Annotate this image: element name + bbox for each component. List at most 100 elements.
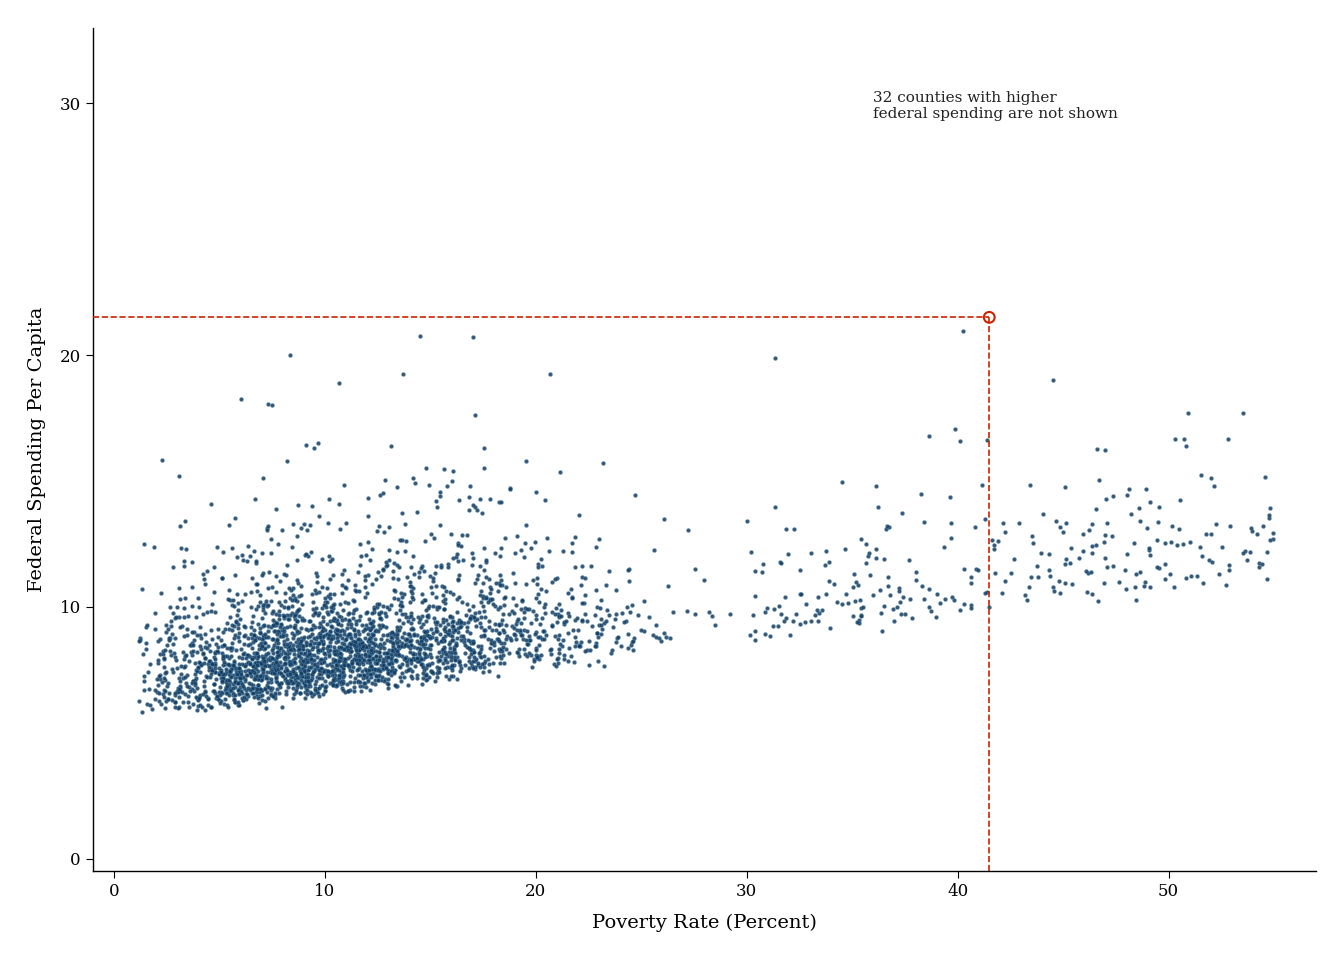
Point [517,602,539,617]
Point [297,522,319,538]
Point [390,638,411,654]
Point [235,691,257,707]
Point [194,650,215,665]
Point [254,634,276,649]
Point [218,517,239,533]
Point [324,643,345,659]
Point [489,494,511,510]
Point [234,663,255,679]
Point [223,654,245,669]
Point [409,651,430,666]
Point [294,645,316,660]
Point [340,657,362,672]
Point [473,622,495,637]
Point [251,603,273,618]
Point [316,605,337,620]
Point [266,681,288,696]
Point [301,622,323,637]
Point [168,682,190,697]
Point [305,605,327,620]
Point [441,649,462,664]
Point [323,678,344,693]
Point [289,641,310,657]
Point [353,622,375,637]
Point [484,545,505,561]
Point [155,684,176,699]
Point [353,676,375,691]
Point [355,639,376,655]
Point [255,684,277,700]
Point [273,656,294,671]
Point [1124,580,1145,595]
Point [445,646,466,661]
Point [239,655,261,670]
Point [280,655,301,670]
Point [308,644,329,660]
Point [462,660,484,675]
Point [320,638,341,654]
Point [473,441,495,456]
Point [194,655,215,670]
Point [293,612,314,628]
Point [352,678,374,693]
Point [214,637,235,653]
Point [564,529,586,544]
Point [480,632,501,647]
Point [280,655,301,670]
Point [405,475,426,491]
Point [454,637,476,653]
Point [1258,511,1279,526]
Point [185,670,207,685]
Point [243,645,265,660]
Point [254,617,276,633]
Point [290,657,312,672]
Point [278,645,300,660]
Point [818,573,840,588]
Point [237,686,258,702]
Point [164,687,185,703]
Point [348,612,370,627]
Point [382,662,403,678]
Point [433,656,454,671]
Point [441,660,462,675]
Point [422,573,444,588]
Point [461,557,482,572]
Point [559,609,581,624]
Point [458,490,480,505]
Point [473,540,495,556]
Point [161,661,183,677]
Point [312,630,333,645]
Point [364,673,386,688]
Point [441,632,462,647]
Point [1042,372,1063,388]
Point [262,631,284,646]
Point [206,689,227,705]
Point [288,576,309,591]
Point [360,642,382,658]
Point [140,697,161,712]
Point [212,658,234,673]
Point [235,686,257,702]
Point [176,668,198,684]
Point [564,629,586,644]
Point [265,501,286,516]
Point [290,520,312,536]
Point [442,633,464,648]
Point [276,686,297,702]
Point [470,629,492,644]
Point [305,631,327,646]
Point [241,651,262,666]
Point [358,646,379,661]
Point [228,650,250,665]
Point [273,650,294,665]
Point [450,614,472,630]
Point [458,640,480,656]
Point [331,586,352,601]
Point [433,643,454,659]
Point [359,621,380,636]
Point [274,663,296,679]
Point [848,577,870,592]
Point [435,584,457,599]
Point [317,606,339,621]
Point [874,598,895,613]
